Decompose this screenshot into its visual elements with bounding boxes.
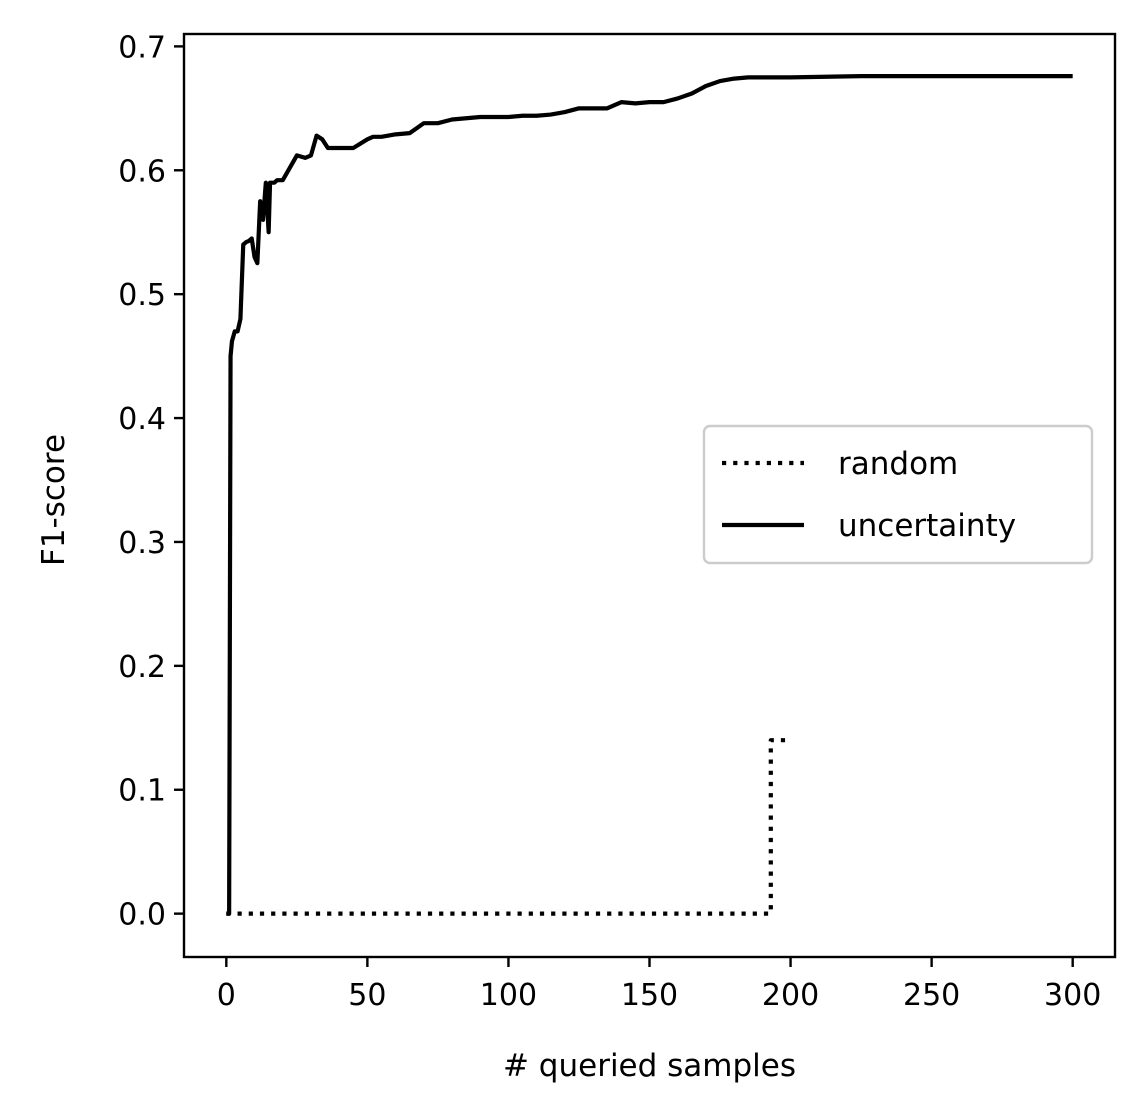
x-axis: 0 50 100 150 200 250 300 — [217, 957, 1101, 1013]
legend-label-random: random — [838, 446, 958, 482]
y-tick-label: 0.0 — [118, 898, 166, 933]
legend-box — [702, 424, 1094, 565]
x-tick-label: 0 — [217, 978, 236, 1013]
y-axis: 0.0 0.1 0.2 0.3 0.4 0.5 0.6 0.7 — [118, 30, 184, 933]
x-tick-label: 50 — [348, 978, 386, 1013]
legend: random uncertainty — [702, 424, 1094, 565]
y-tick-label: 0.1 — [118, 774, 166, 809]
y-tick-label: 0.6 — [118, 154, 166, 189]
x-tick-label: 250 — [903, 978, 960, 1013]
series-line-uncertainty — [226, 74, 1073, 916]
x-tick-label: 200 — [762, 978, 819, 1013]
y-tick-label: 0.7 — [118, 30, 166, 65]
x-axis-title: # queried samples — [503, 1048, 796, 1084]
y-tick-label: 0.2 — [118, 650, 166, 685]
x-tick-label: 300 — [1044, 978, 1101, 1013]
x-tick-label: 100 — [480, 978, 537, 1013]
series-layer — [226, 74, 1073, 916]
y-tick-label: 0.5 — [118, 278, 166, 313]
legend-label-uncertainty: uncertainty — [838, 508, 1016, 544]
y-tick-label: 0.3 — [118, 526, 166, 561]
x-tick-label: 150 — [621, 978, 678, 1013]
y-tick-label: 0.4 — [118, 402, 166, 437]
series-line-random — [226, 738, 791, 916]
y-axis-title: F1-score — [36, 434, 72, 566]
